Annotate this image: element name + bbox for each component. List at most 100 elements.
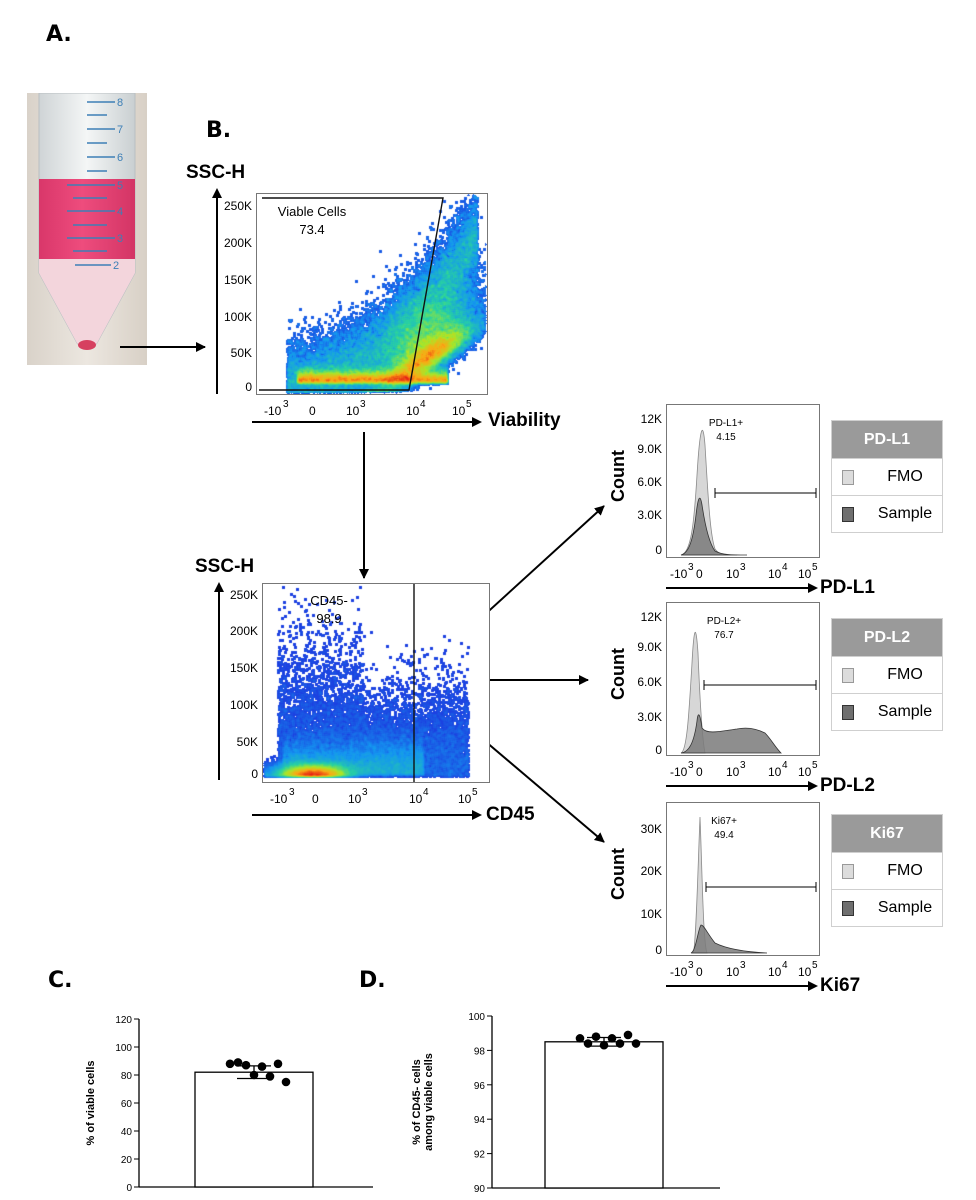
svg-text:10: 10 [458,792,472,806]
histogram-curves [680,631,817,754]
panel-label-c: C. [48,968,73,993]
hist-xticks-ki67: -10 3 0 10 3 10 4 10 5 [670,960,818,979]
data-point [249,1070,259,1080]
svg-text:4: 4 [782,562,788,573]
svg-text:5: 5 [812,960,818,971]
legend-ki67: Ki67 FMO Sample [831,814,943,927]
legend-row-sample: Sample [832,693,942,730]
svg-text:-10: -10 [264,404,282,418]
legend-row-fmo: FMO [832,458,942,495]
hist-ytick: 20K [640,864,662,878]
svg-text:-10: -10 [670,567,688,581]
viab-ytick: 150K [223,273,252,287]
viable-gate-value: 73.4 [299,222,325,237]
svg-text:3: 3 [740,760,746,771]
fmo-swatch [842,667,854,683]
viable-gate-name: Viable Cells [277,204,347,219]
svg-text:-10: -10 [270,792,288,806]
tube-photo: 8 7 6 5 4 3 2 [27,93,147,365]
y-tick-label: 0 [126,1183,132,1194]
cd45-xlabel: CD45 [486,804,535,825]
cd45-x-arrow [252,810,482,820]
cd45-ytick: 150K [229,661,258,675]
cd45-gate-label: CD45- 98.9 [291,592,367,628]
svg-text:10: 10 [768,765,782,779]
svg-text:4: 4 [423,787,429,798]
sample-histogram [690,924,768,954]
cd45-ytick: 100K [229,698,258,712]
viab-ytick: 200K [223,236,252,250]
bar-chart-cd45-negative: 100 98 96 94 92 90 % of CD45- cells among viabl… [411,1012,720,1195]
viability-plot-frame: Viable Cells 73.4 [256,193,488,395]
svg-text:0: 0 [309,404,316,418]
svg-text:3: 3 [362,787,368,798]
tube-mark: 6 [117,152,123,164]
hist-ytick: 9.0K [637,442,662,456]
legend-title: PD-L2 [832,619,942,656]
cd45-ytick: 0 [251,767,258,781]
svg-text:3: 3 [688,960,694,971]
svg-text:0: 0 [696,965,703,979]
hist-x-arrow-ki67 [666,981,818,991]
data-point [281,1077,291,1087]
data-point [623,1030,633,1040]
y-tick-label: 100 [468,1012,485,1023]
histogram-frame-pdl2: PD-L2+ 76.7 [666,602,820,756]
svg-text:10: 10 [798,965,812,979]
hist-ytick: 9.0K [637,640,662,654]
svg-text:10: 10 [406,404,420,418]
svg-text:3: 3 [360,399,366,410]
hist-ytick: 0 [655,543,662,557]
viability-xticks: -10 3 0 10 3 10 4 10 5 [264,399,472,418]
tube-mark: 4 [117,206,123,218]
histogram-frame-pdl1: PD-L1+ 4.15 [666,404,820,558]
hist-xlabel-ki67: Ki67 [820,975,861,996]
cd45-plot-frame: CD45- 98.9 [262,583,490,783]
svg-text:5: 5 [466,399,472,410]
cd45-negative-gate [413,584,415,782]
histogram-curves [690,816,817,954]
hist-xlabel-pdl2: PD-L2 [820,775,875,796]
svg-text:10: 10 [452,404,466,418]
legend-row-sample: Sample [832,495,942,532]
svg-text:0: 0 [312,792,319,806]
svg-text:10: 10 [798,765,812,779]
svg-text:5: 5 [472,787,478,798]
legend-pdl1: PD-L1 FMO Sample [831,420,943,533]
hist-ytick: 0 [655,943,662,957]
hist-ytick: 0 [655,743,662,757]
data-point [265,1072,275,1081]
y-axis-label-line: among viable cells [423,1053,435,1151]
cd45-y-arrow [214,582,224,780]
panel-label-d: D. [359,968,386,993]
data-point [599,1040,609,1050]
tube-mark: 5 [117,180,123,192]
y-axis-label: % of CD45- cells among viable cells [411,1053,435,1151]
positive-gate [703,680,817,690]
hist-xticks-pdl1: -10 3 0 10 3 10 4 10 5 [670,562,818,581]
y-axis-label-line: % of viable cells [85,1061,97,1146]
hist-ytick: 12K [640,610,662,624]
svg-text:3: 3 [289,787,295,798]
hist-ytick: 3.0K [637,508,662,522]
fmo-swatch [842,863,854,879]
cd45-xticks: -10 3 0 10 3 10 4 10 5 [270,787,478,806]
svg-text:4: 4 [420,399,426,410]
data-point [631,1039,641,1048]
data-point [575,1034,585,1043]
hist-gate-label: PD-L1+ 4.15 [701,417,751,445]
sample-histogram [680,497,748,556]
tube-mark: 7 [117,124,123,136]
viability-ylabel: SSC-H [186,162,246,183]
svg-text:10: 10 [768,965,782,979]
svg-text:-10: -10 [670,765,688,779]
tube-mark: 3 [117,233,123,245]
cd45-density-canvas [263,584,489,782]
y-tick-label: 90 [474,1184,486,1195]
svg-text:3: 3 [740,960,746,971]
hist-gate-label: PD-L2+ 76.7 [699,615,749,643]
hist-gate-label: Ki67+ 49.4 [699,815,749,843]
svg-text:3: 3 [688,760,694,771]
viab-ytick: 100K [223,310,252,324]
hist-gate-value: 4.15 [716,432,736,443]
